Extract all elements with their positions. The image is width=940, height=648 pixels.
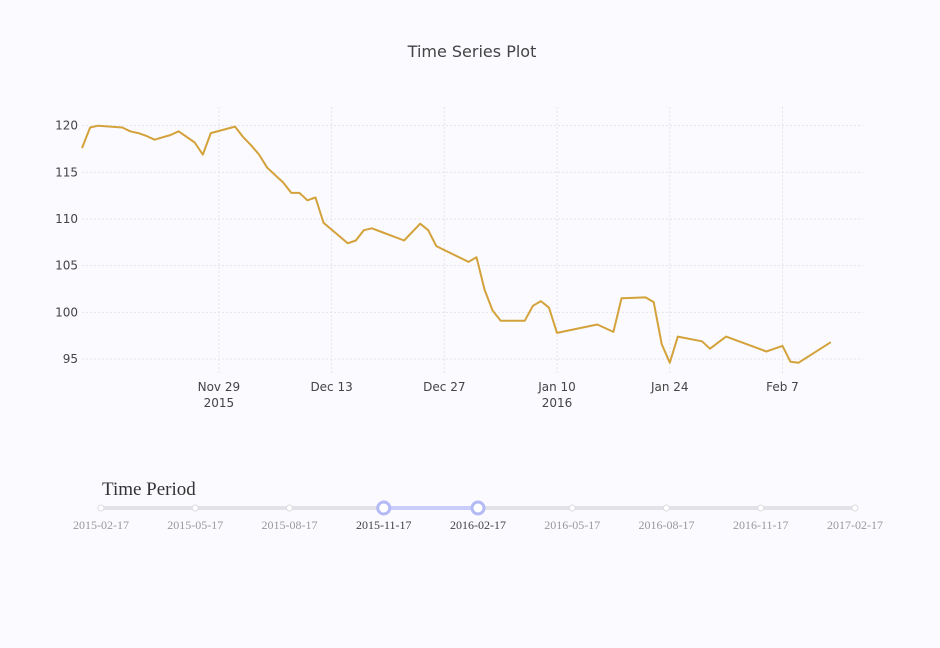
slider-step-label[interactable]: 2015-05-17 bbox=[167, 518, 223, 532]
slider-step-dot[interactable] bbox=[286, 504, 293, 512]
x-tick-label: Jan 10 bbox=[537, 380, 576, 394]
slider-step-dot[interactable] bbox=[191, 504, 199, 512]
x-gridlines bbox=[218, 107, 783, 373]
slider-step-label[interactable]: 2016-11-17 bbox=[733, 518, 789, 532]
slider-step-label[interactable]: 2015-08-17 bbox=[262, 518, 318, 532]
slider-step-label[interactable]: 2015-11-17 bbox=[356, 518, 412, 532]
x-tick-label: Dec 27 bbox=[423, 380, 465, 394]
y-tick-label: 120 bbox=[55, 119, 78, 133]
y-tick-label: 110 bbox=[55, 212, 78, 226]
y-axis-ticks: 95 100 105 110 115 120 bbox=[55, 119, 78, 366]
slider-step-dot[interactable] bbox=[757, 504, 765, 512]
slider-labels: 2015-02-17 2015-05-17 2015-08-17 2015-11-17… bbox=[73, 518, 883, 532]
y-tick-label: 100 bbox=[55, 305, 78, 319]
x-tick-label: Dec 13 bbox=[310, 380, 352, 394]
x-tick-label: Nov 29 bbox=[198, 380, 241, 394]
slider-step-label[interactable]: 2016-05-17 bbox=[544, 518, 600, 532]
y-tick-label: 95 bbox=[63, 352, 78, 366]
plot-area[interactable] bbox=[81, 124, 832, 364]
slider-step-label[interactable]: 2017-02-17 bbox=[827, 518, 883, 532]
x-tick-label: Jan 24 bbox=[650, 380, 689, 394]
x-tick-year-label: 2016 bbox=[542, 396, 573, 410]
slider-step-dot[interactable] bbox=[663, 504, 670, 512]
slider-step-dot[interactable] bbox=[97, 504, 105, 512]
slider-step-dot[interactable] bbox=[568, 504, 576, 512]
slider-title: Time Period bbox=[102, 479, 196, 500]
time-period-slider[interactable]: Time Period 2015-02-17 2015-05-17 2015-08-… bbox=[73, 479, 883, 532]
slider-step-dot[interactable] bbox=[851, 504, 859, 512]
series-line bbox=[81, 124, 832, 364]
chart-title: Time Series Plot bbox=[407, 42, 537, 61]
y-tick-label: 105 bbox=[55, 259, 78, 273]
slider-handle[interactable] bbox=[376, 500, 392, 516]
slider-step-label[interactable]: 2015-02-17 bbox=[73, 518, 129, 532]
y-gridlines bbox=[82, 125, 863, 360]
x-tick-year-label: 2015 bbox=[204, 396, 235, 410]
slider-step-label[interactable]: 2016-08-17 bbox=[639, 518, 695, 532]
x-axis-ticks: Nov 29 2015 Dec 13 Dec 27 Jan 10 2016 Jan 24 Fe… bbox=[198, 380, 799, 410]
y-tick-label: 115 bbox=[55, 165, 78, 179]
slider-handle[interactable] bbox=[470, 500, 486, 516]
slider-track-group[interactable] bbox=[97, 500, 859, 516]
slider-step-label[interactable]: 2016-02-17 bbox=[450, 518, 506, 532]
x-tick-label: Feb 7 bbox=[766, 380, 799, 394]
